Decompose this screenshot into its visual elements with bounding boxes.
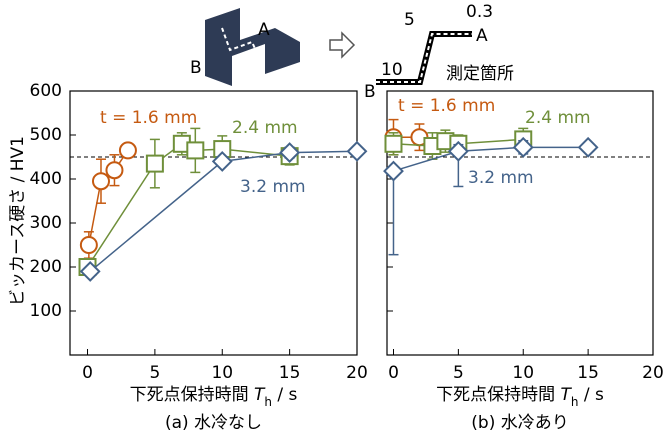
x-axis-label-part: h [571, 395, 579, 409]
x-tick-label: 5 [453, 363, 464, 383]
marker [187, 142, 203, 158]
inset-label: B [190, 58, 202, 78]
inset-label: A [476, 26, 488, 46]
y-tick-label: 200 [30, 257, 62, 277]
marker [106, 162, 122, 178]
part-illustration [205, 8, 472, 86]
figure: A B 5 0.3 A 10 B 測定箇所 100200300400500600… [0, 0, 667, 441]
x-axis-label-part: 下死点保持時間 [130, 385, 254, 405]
x-tick-label: 15 [279, 363, 301, 383]
inset-label: 0.3 [466, 2, 493, 22]
x-axis-label-part: 下死点保持時間 [436, 385, 560, 405]
x-tick-label: 20 [642, 363, 664, 383]
marker [579, 138, 597, 156]
inset-label: 10 [381, 60, 403, 80]
inset-label: 5 [404, 10, 415, 30]
inset-label: 測定箇所 [446, 64, 514, 84]
x-tick-label: 20 [346, 363, 368, 383]
x-tick-label: 10 [512, 363, 534, 383]
series-label: 3.2 mm [240, 177, 306, 197]
y-tick-label: 400 [30, 169, 62, 189]
y-tick-label: 100 [30, 301, 62, 321]
marker [120, 142, 136, 158]
x-tick-label: 10 [211, 363, 233, 383]
y-axis-label: ビッカース硬さ / HV1 [8, 136, 28, 306]
series-label: 3.2 mm [468, 168, 534, 188]
series-label: t = 1.6 mm [100, 108, 197, 128]
x-axis-label: 下死点保持時間 Th / s [436, 385, 604, 409]
x-axis-label-part: / s [579, 385, 605, 405]
plot-frame [70, 91, 357, 355]
x-tick-label: 15 [577, 363, 599, 383]
series-label: 2.4 mm [525, 108, 591, 128]
x-tick-label: 5 [149, 363, 160, 383]
series-label: t = 1.6 mm [398, 96, 495, 116]
marker [348, 142, 366, 160]
marker [147, 156, 163, 172]
caption: (a) 水冷なし [165, 413, 262, 433]
inset-label: B [364, 82, 376, 102]
marker [93, 173, 109, 189]
x-axis-label-part: / s [272, 385, 298, 405]
y-tick-label: 300 [30, 213, 62, 233]
inset-label: A [258, 20, 270, 40]
caption: (b) 水冷あり [471, 413, 568, 433]
x-tick-label: 0 [388, 363, 399, 383]
y-tick-label: 500 [30, 125, 62, 145]
series-label: 2.4 mm [232, 118, 298, 138]
y-tick-label: 600 [30, 81, 62, 101]
x-axis-label: 下死点保持時間 Th / s [130, 385, 298, 409]
marker [81, 237, 97, 253]
marker [385, 136, 401, 152]
x-axis-label-part: h [264, 395, 272, 409]
x-tick-label: 0 [82, 363, 93, 383]
